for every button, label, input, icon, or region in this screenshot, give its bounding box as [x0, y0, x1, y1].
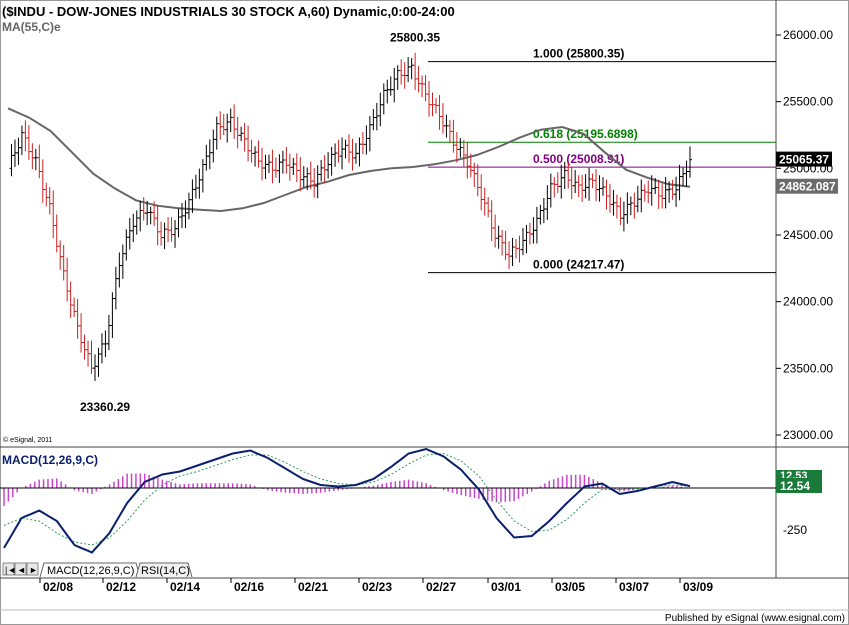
ma-55-line — [7, 107, 691, 213]
time-tick-label: 03/01 — [491, 580, 521, 594]
macd-lines — [3, 447, 691, 554]
time-tick-label: 02/08 — [43, 580, 73, 594]
macd-value-badge-bg — [776, 478, 822, 493]
ma-value: 24862.087 — [779, 180, 836, 194]
price-tick-label: 24000.00 — [783, 295, 833, 309]
high-annotation: 25800.35 — [390, 31, 440, 45]
macd-top-badge-bg — [776, 470, 822, 480]
price-bars — [9, 52, 692, 381]
time-tick-label: 02/21 — [298, 580, 328, 594]
macd-signal-line — [3, 452, 691, 546]
macd-axis-tick: -250 — [783, 523, 807, 537]
fib-label-0.500: 0.500 (25008.91) — [533, 152, 624, 166]
time-tick-label: 03/09 — [683, 580, 713, 594]
last-price-badge-bg — [776, 151, 832, 167]
chart-title: ($INDU - DOW-JONES INDUSTRIALS 30 STOCK … — [2, 4, 455, 19]
macd-value-badge: 12.54 — [780, 479, 810, 493]
tab-rsi[interactable]: RSI(14,C) — [135, 562, 193, 578]
time-axis: 02/08 02/12 02/14 02/16 02/21 02/23 02/27 03/01… — [39, 578, 713, 594]
tab-rsi-label: RSI(14,C) — [141, 565, 190, 577]
last-price-value: 25065.37 — [779, 153, 829, 167]
price-tick-label: 23000.00 — [783, 428, 833, 442]
copyright-text: © eSignal, 2011 — [3, 436, 53, 444]
scroll-controls: |◄ ◄ ► — [2, 562, 39, 576]
published-by: Published by eSignal (www.esignal.com) — [665, 613, 845, 624]
scroll-left-button[interactable] — [14, 562, 27, 576]
scroll-left-icon: ◄ — [17, 565, 26, 575]
tab-rsi-shape — [135, 562, 193, 578]
ma-label: MA(55,C)e — [2, 20, 61, 34]
scroll-right-icon: ► — [29, 565, 38, 575]
time-tick-label: 02/23 — [362, 580, 392, 594]
time-tick-label: 02/14 — [170, 580, 200, 594]
low-annotation: 23360.29 — [80, 400, 130, 414]
time-tick-label: 02/27 — [426, 580, 456, 594]
ma-value-badge-bg — [776, 178, 838, 194]
scroll-first-icon: |◄ — [5, 565, 16, 575]
time-tick-label: 03/07 — [619, 580, 649, 594]
price-tick-label: 23500.00 — [783, 361, 833, 375]
price-tick-label: 24500.00 — [783, 228, 833, 242]
macd-line — [3, 447, 691, 554]
time-tick-label: 02/12 — [106, 580, 136, 594]
scroll-right-button[interactable] — [26, 562, 39, 576]
fib-label-1.000: 1.000 (25800.35) — [533, 47, 624, 61]
tab-macd-label: MACD(12,26,9,C) — [47, 565, 134, 577]
ma-value-badge: 24862.087 — [776, 178, 838, 194]
scroll-first-button[interactable] — [2, 562, 15, 576]
price-tick-label: 25500.00 — [783, 95, 833, 109]
macd-label: MACD(12,26,9,C) — [2, 453, 98, 467]
fib-label-0.000: 0.000 (24217.47) — [533, 258, 624, 272]
last-price-badge: 25065.37 — [776, 151, 832, 167]
tab-macd[interactable]: MACD(12,26,9,C) — [39, 562, 141, 578]
time-tick-label: 02/16 — [234, 580, 264, 594]
time-tick-label: 03/05 — [555, 580, 585, 594]
price-tick-label: 26000.00 — [783, 28, 833, 42]
moving-average-line — [7, 107, 691, 213]
